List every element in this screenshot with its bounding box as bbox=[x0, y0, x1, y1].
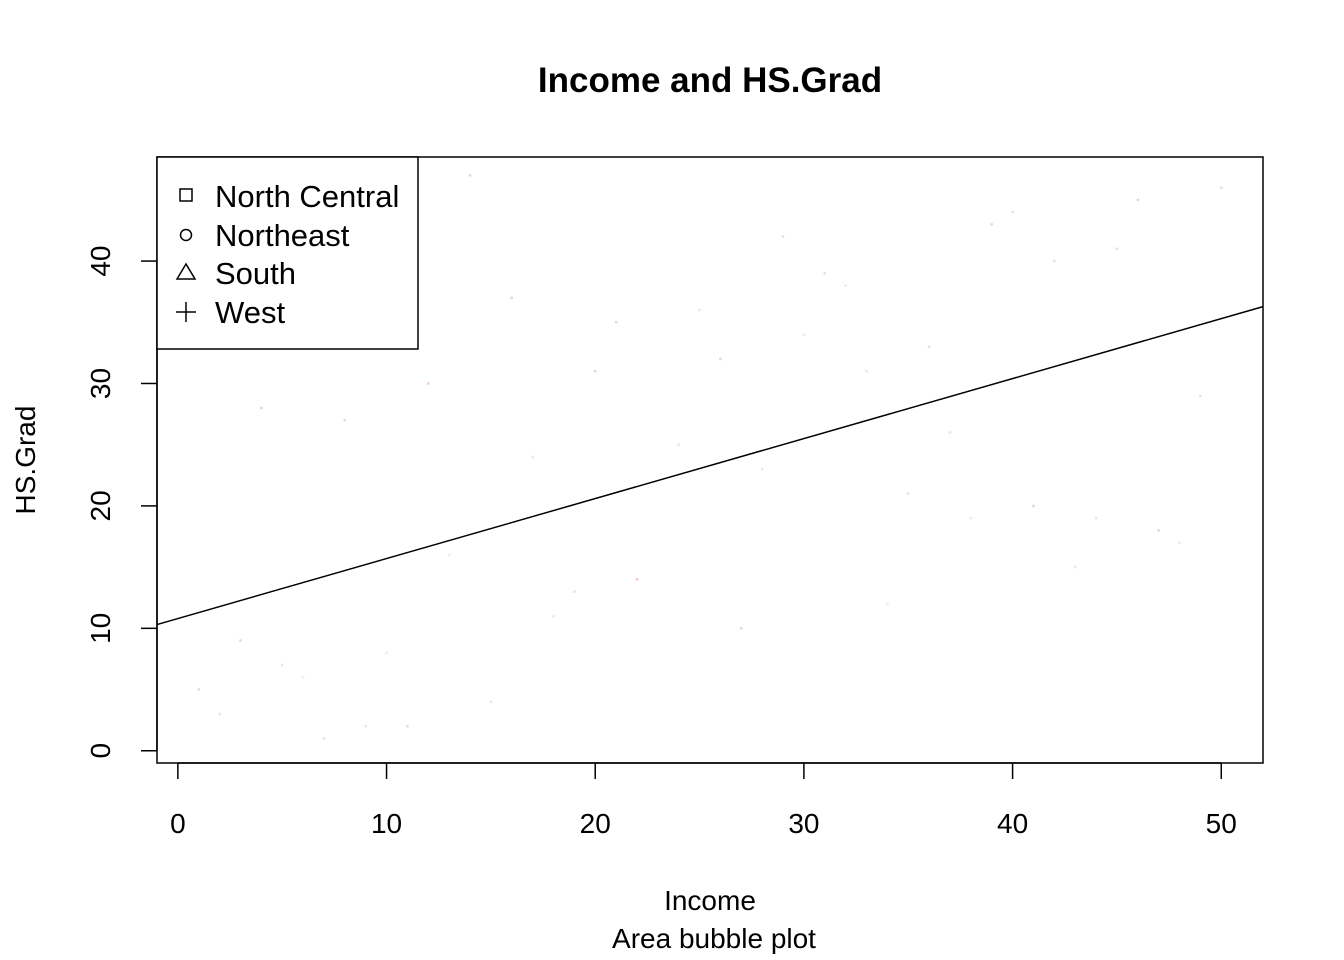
x-axis: 0 10 20 30 40 50 bbox=[170, 762, 1237, 839]
data-point bbox=[635, 577, 639, 581]
data-point bbox=[739, 626, 743, 630]
data-point bbox=[1136, 198, 1140, 202]
x-tick-label: 40 bbox=[997, 808, 1028, 839]
y-tick-label: 0 bbox=[85, 743, 116, 759]
data-point bbox=[239, 639, 242, 642]
legend-entry-south: South bbox=[175, 256, 296, 291]
y-tick-label: 20 bbox=[85, 490, 116, 521]
data-point bbox=[927, 345, 931, 349]
data-point bbox=[823, 271, 827, 275]
y-tick-label: 30 bbox=[85, 368, 116, 399]
data-point bbox=[677, 443, 681, 447]
data-points bbox=[197, 173, 1223, 740]
data-point bbox=[1198, 394, 1202, 398]
data-point bbox=[447, 553, 451, 557]
y-tick-label: 40 bbox=[85, 245, 116, 276]
data-point bbox=[885, 602, 889, 606]
data-point bbox=[259, 406, 263, 410]
regression-line bbox=[156, 305, 1264, 626]
data-point bbox=[1094, 516, 1098, 520]
data-point bbox=[1052, 259, 1056, 263]
data-point bbox=[385, 651, 388, 655]
y-tick-label: 10 bbox=[85, 613, 116, 644]
plus-icon bbox=[176, 302, 196, 322]
data-point bbox=[802, 333, 806, 336]
data-point bbox=[1219, 186, 1223, 190]
legend-label: North Central bbox=[215, 179, 399, 214]
data-point bbox=[990, 222, 994, 226]
data-point bbox=[844, 284, 848, 287]
data-point bbox=[1073, 565, 1077, 569]
data-point bbox=[343, 418, 347, 422]
data-point bbox=[614, 320, 618, 324]
x-axis-subtitle: Area bubble plot bbox=[612, 923, 816, 954]
x-tick-label: 30 bbox=[788, 808, 819, 839]
y-axis: 0 10 20 30 40 bbox=[85, 245, 158, 759]
data-point bbox=[781, 235, 785, 238]
x-tick-label: 50 bbox=[1206, 808, 1237, 839]
data-point bbox=[552, 614, 555, 618]
data-point bbox=[218, 712, 222, 716]
data-point bbox=[760, 467, 764, 471]
data-point bbox=[406, 724, 409, 728]
data-point bbox=[1178, 541, 1181, 545]
data-point bbox=[468, 173, 472, 177]
data-point bbox=[426, 382, 430, 385]
data-point bbox=[280, 663, 284, 667]
x-tick-label: 20 bbox=[580, 808, 611, 839]
data-point bbox=[948, 431, 952, 434]
circle-icon bbox=[179, 228, 193, 242]
data-point bbox=[322, 737, 326, 740]
legend-label: Northeast bbox=[215, 218, 350, 253]
square-icon bbox=[179, 188, 193, 202]
x-tick-label: 0 bbox=[170, 808, 186, 839]
data-point bbox=[510, 296, 514, 300]
data-point bbox=[301, 675, 305, 679]
data-point bbox=[364, 724, 368, 728]
data-point bbox=[969, 516, 973, 520]
data-point bbox=[698, 308, 701, 312]
data-point bbox=[1157, 528, 1161, 532]
data-point bbox=[906, 492, 910, 496]
legend: North Central Northeast South West bbox=[156, 156, 419, 350]
data-point bbox=[719, 357, 722, 361]
x-axis-label: Income bbox=[664, 885, 756, 916]
legend-label: South bbox=[215, 256, 296, 291]
legend-box bbox=[156, 156, 419, 350]
legend-entry-northeast: Northeast bbox=[179, 218, 350, 253]
data-point bbox=[489, 700, 493, 704]
legend-entry-west: West bbox=[176, 295, 285, 330]
triangle-icon bbox=[175, 262, 197, 280]
data-point bbox=[572, 590, 576, 594]
data-point bbox=[1011, 210, 1014, 214]
y-axis-label: HS.Grad bbox=[10, 406, 41, 515]
legend-entry-north-central: North Central bbox=[179, 179, 399, 214]
data-point bbox=[865, 369, 868, 373]
data-point bbox=[1032, 504, 1035, 508]
data-point bbox=[197, 688, 201, 691]
data-point bbox=[531, 455, 535, 459]
legend-label: West bbox=[215, 295, 285, 330]
data-point bbox=[1115, 247, 1119, 251]
x-tick-label: 10 bbox=[371, 808, 402, 839]
chart-title: Income and HS.Grad bbox=[538, 61, 882, 100]
data-point bbox=[593, 369, 597, 373]
